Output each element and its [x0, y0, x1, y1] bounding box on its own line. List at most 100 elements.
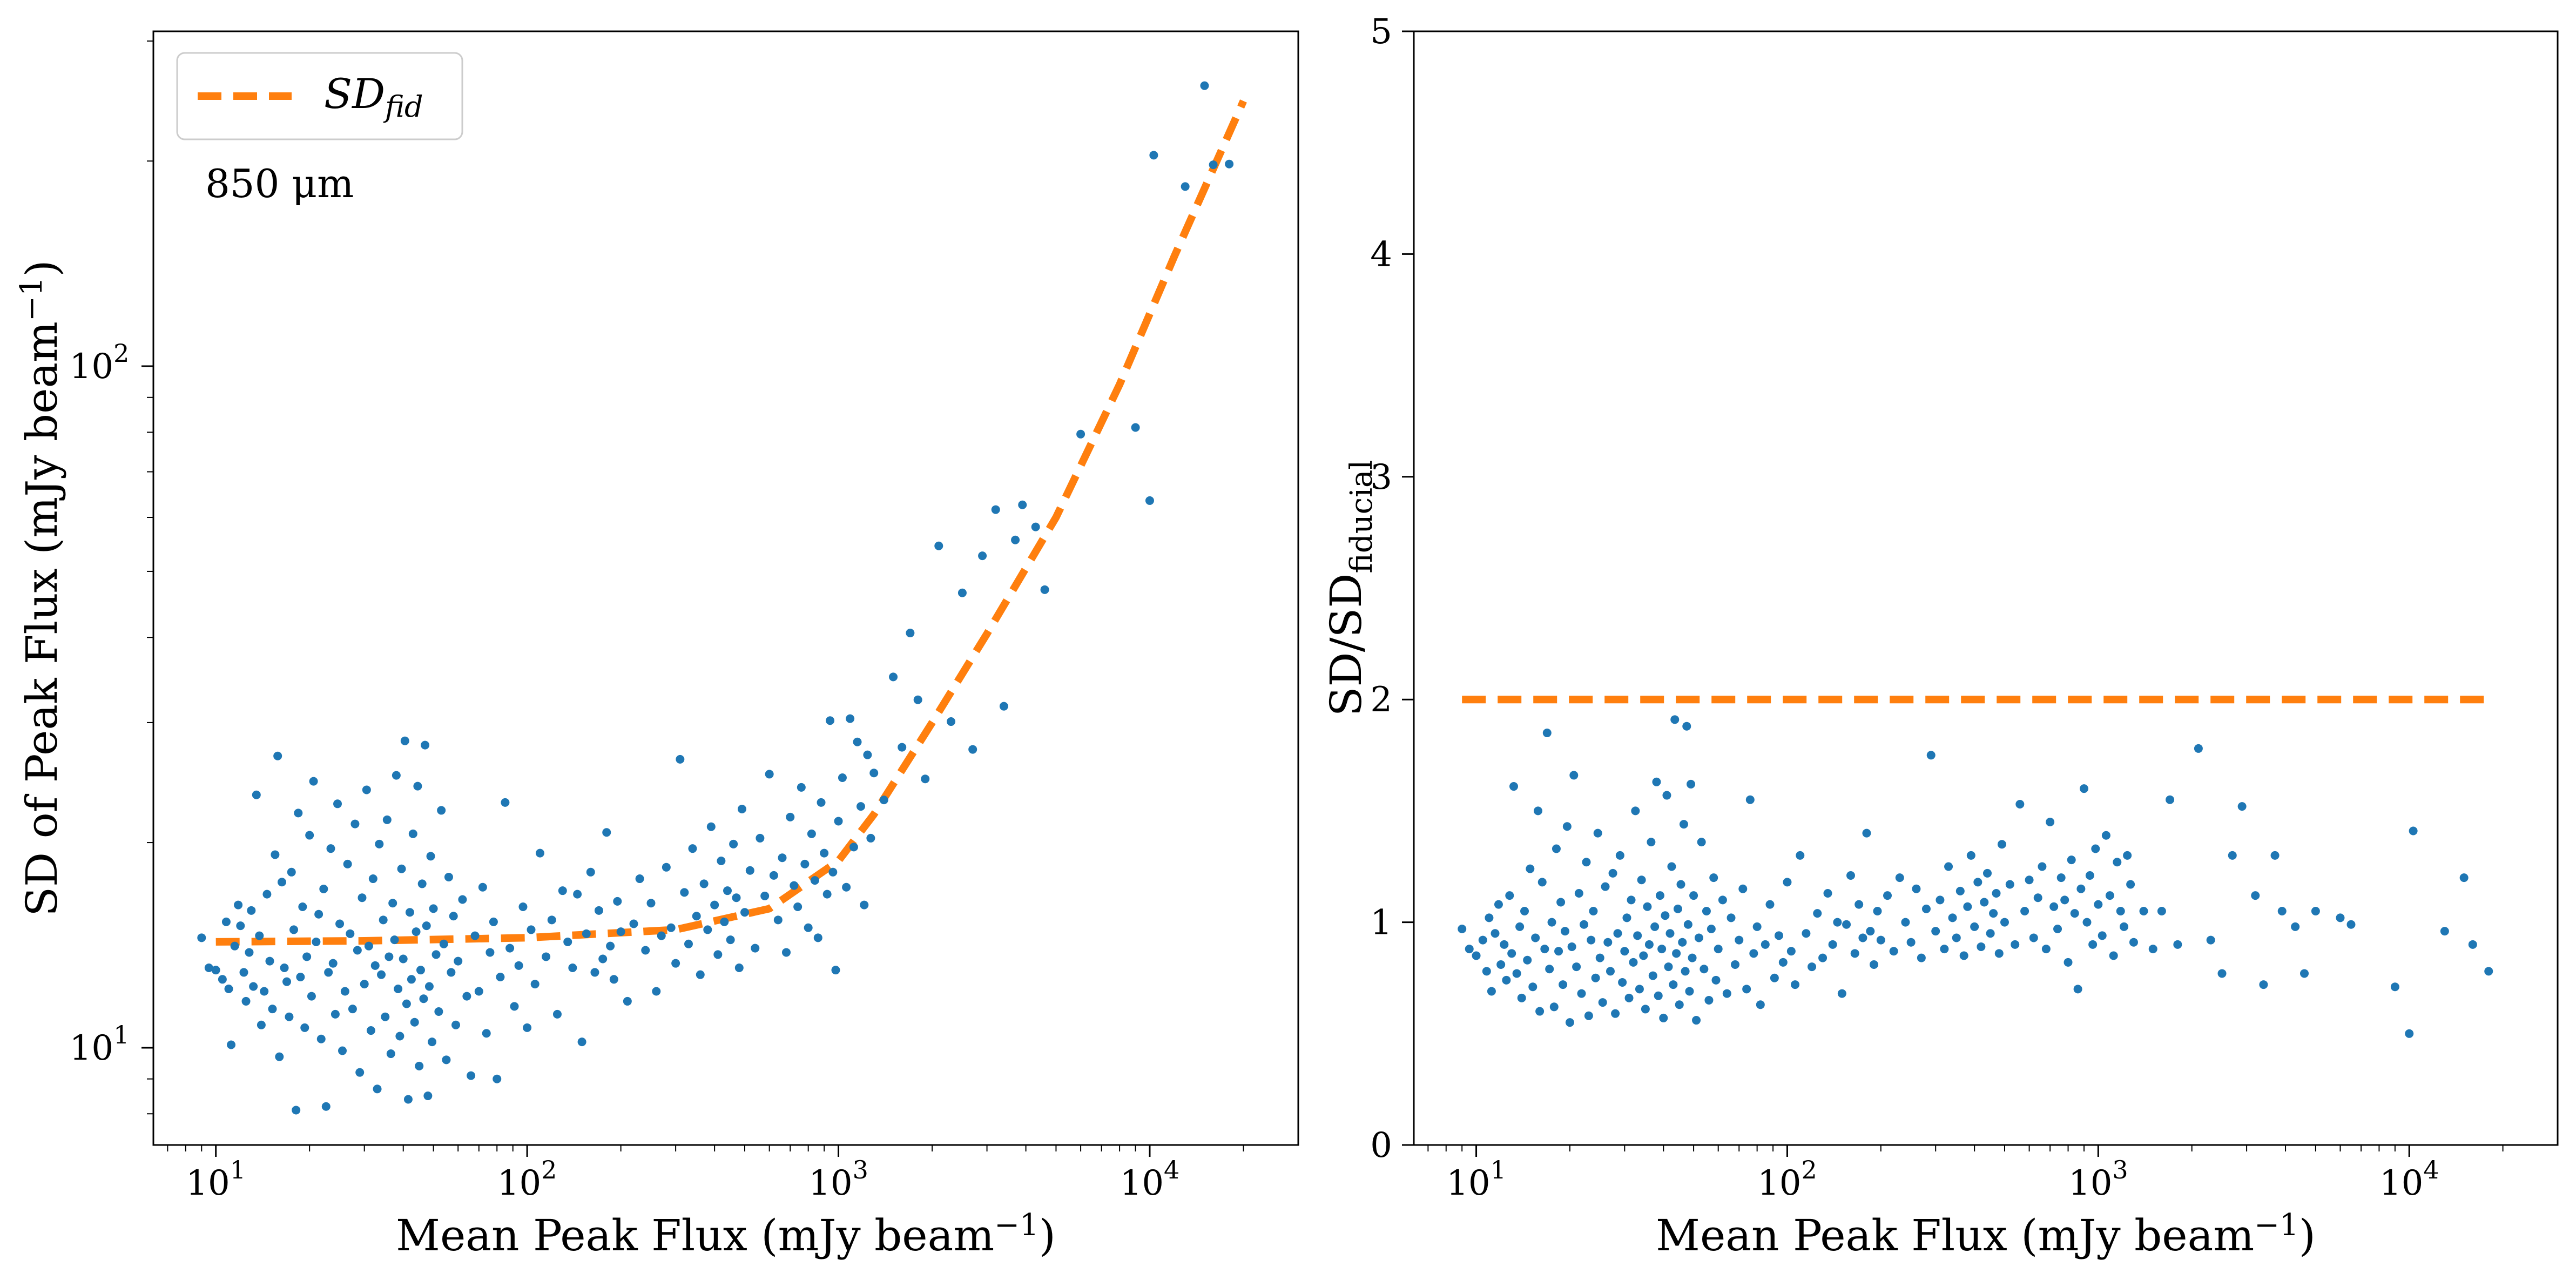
- right-data-point: [1931, 927, 1940, 936]
- right-data-point: [1676, 880, 1685, 889]
- left-data-point: [454, 956, 463, 966]
- right-data-point: [1808, 962, 1817, 972]
- left-data-point: [800, 859, 810, 868]
- right-data-point: [1994, 949, 2004, 958]
- left-data-point: [646, 899, 656, 908]
- right-data-point: [1714, 945, 1723, 954]
- left-data-point: [451, 1020, 461, 1029]
- left-data-point: [408, 829, 417, 838]
- right-data-point: [1537, 878, 1547, 887]
- left-data-point: [298, 902, 307, 911]
- left-data-point: [260, 987, 269, 996]
- left-data-point: [921, 774, 930, 784]
- left-data-point: [1181, 182, 1190, 191]
- right-data-point: [1940, 945, 1949, 954]
- left-data-point: [395, 1032, 404, 1041]
- left-y-tick-label: 102: [70, 339, 130, 387]
- right-data-point: [1977, 942, 1986, 951]
- right-data-point: [1948, 913, 1957, 922]
- right-data-point: [2094, 900, 2103, 909]
- right-data-point: [1730, 960, 1739, 969]
- left-data-point: [703, 925, 712, 934]
- right-data-point: [1866, 927, 1875, 936]
- right-data-point: [2101, 831, 2110, 840]
- left-axes-frame: [152, 30, 1299, 1146]
- left-data-point: [609, 975, 618, 984]
- right-data-point: [1700, 965, 1709, 974]
- right-data-point: [1565, 1018, 1574, 1027]
- legend-box: [176, 52, 463, 140]
- left-data-point: [978, 551, 987, 561]
- right-data-point: [2029, 933, 2038, 942]
- right-data-point: [2005, 880, 2014, 889]
- right-data-point: [1574, 888, 1583, 898]
- right-data-point: [1494, 900, 1503, 909]
- left-data-point: [294, 809, 303, 818]
- right-data-point: [1711, 975, 1721, 985]
- right-data-point: [1531, 933, 1540, 942]
- left-minor-ticks: [147, 40, 1244, 1151]
- left-data-point: [489, 917, 498, 926]
- right-data-point: [1496, 960, 1506, 969]
- right-data-point: [1515, 922, 1525, 931]
- right-data-point: [1796, 851, 1805, 860]
- right-data-point: [1554, 947, 1563, 956]
- left-data-point: [879, 796, 888, 805]
- right-data-point: [1973, 878, 1982, 887]
- right-data-point: [1655, 891, 1664, 900]
- right-data-point: [2056, 873, 2066, 882]
- left-data-point: [355, 1068, 365, 1077]
- right-y-tick-label: 4: [1370, 234, 1392, 274]
- left-data-point: [813, 933, 822, 942]
- left-x-axis-label: Mean Peak Flux (mJy beam−1): [396, 1208, 1056, 1261]
- left-data-point: [300, 1023, 309, 1032]
- left-data-point: [305, 831, 314, 840]
- right-data-point: [2173, 940, 2182, 949]
- left-data-point: [407, 975, 416, 984]
- right-scatter-points: [1458, 715, 2493, 1038]
- left-data-point: [262, 890, 272, 899]
- left-y-tick-label: 101: [70, 1020, 130, 1068]
- left-data-point: [335, 919, 345, 928]
- right-data-point: [2064, 958, 2073, 967]
- left-data-point: [734, 963, 744, 972]
- right-data-point: [1603, 938, 1613, 947]
- left-data-point: [239, 968, 248, 977]
- left-data-point: [586, 867, 595, 877]
- right-data-point: [2346, 920, 2356, 929]
- left-data-point: [834, 817, 843, 826]
- left-data-point: [652, 987, 661, 996]
- right-data-point: [1783, 878, 1792, 887]
- right-y-tick-label: 3: [1370, 457, 1392, 497]
- right-data-point: [2277, 906, 2287, 915]
- left-data-point: [680, 888, 689, 897]
- left-data-point: [1031, 522, 1040, 531]
- right-data-point: [2228, 851, 2237, 860]
- left-data-point: [699, 879, 709, 888]
- left-data-point: [289, 925, 299, 934]
- right-data-point: [1669, 980, 1678, 989]
- right-data-point: [1547, 918, 1556, 927]
- right-data-point: [2440, 927, 2449, 936]
- right-data-point: [1624, 993, 1634, 1002]
- left-data-point: [947, 717, 956, 726]
- left-data-point: [934, 541, 943, 550]
- right-data-point: [1883, 891, 1892, 900]
- right-data-point: [2300, 969, 2309, 978]
- left-data-point: [394, 984, 403, 993]
- right-data-point: [1587, 935, 1596, 945]
- right-data-point: [2113, 858, 2122, 867]
- right-data-point: [1778, 958, 1788, 967]
- right-data-point: [2105, 891, 2114, 900]
- left-data-point: [1040, 585, 1049, 594]
- right-data-point: [1639, 951, 1648, 960]
- right-data-point: [2116, 906, 2125, 915]
- left-data-point: [740, 908, 750, 917]
- left-data-point: [397, 864, 406, 873]
- left-data-point: [849, 843, 858, 852]
- right-data-point: [1997, 840, 2006, 849]
- left-data-point: [287, 867, 296, 877]
- left-data-point: [720, 917, 729, 926]
- left-data-point: [467, 1071, 476, 1080]
